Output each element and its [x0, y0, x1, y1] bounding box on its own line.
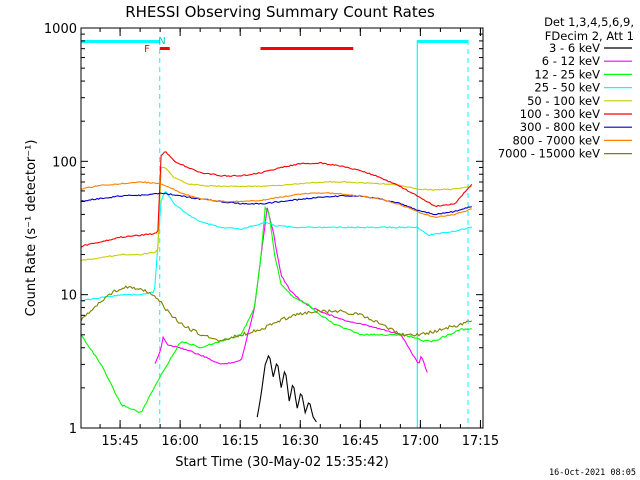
x-tick-label-15-45: 15:45	[101, 434, 138, 449]
x-axis-label: Start Time (30-May-02 15:35:42)	[175, 455, 389, 470]
x-tick-label-17-00: 17:00	[402, 434, 439, 449]
legend-label-25-50-kev: 25 - 50 keV	[534, 81, 600, 95]
legend-label-7000-15000-kev: 7000 - 15000 keV	[498, 147, 600, 161]
legend-label-800-7000-kev: 800 - 7000 keV	[512, 133, 600, 147]
flag-n-label: N	[158, 36, 165, 47]
generation-timestamp: 16-Oct-2021 08:05	[549, 468, 636, 478]
legend-header-line-2: FDecim 2, Att 1	[545, 29, 634, 43]
y-tick-label-1000: 1000	[44, 22, 77, 37]
y-tick-label-1: 1	[69, 422, 77, 437]
series-line-7000-15000-kev	[80, 285, 473, 343]
series-line-800-7000-kev	[80, 181, 472, 218]
series-line-25-50-kev	[80, 191, 473, 302]
x-tick-label-16-30: 16:30	[282, 434, 319, 449]
legend-label-100-300-kev: 100 - 300 keV	[520, 107, 600, 121]
x-tick-label-16-00: 16:00	[161, 434, 198, 449]
legend: Det 1,3,4,5,6,9, FDecim 2, Att 1 3 - 6 k…	[498, 15, 634, 161]
legend-label-12-25-kev: 12 - 25 keV	[534, 67, 600, 81]
flag-f-label: F	[144, 44, 150, 55]
series-line-100-300-kev	[80, 151, 473, 248]
x-tick-label-16-45: 16:45	[342, 434, 379, 449]
series-line-50-100-kev	[80, 166, 473, 261]
legend-header-line-1: Det 1,3,4,5,6,9,	[544, 15, 634, 29]
series-line-300-800-kev	[80, 192, 472, 216]
chart-title: RHESSI Observing Summary Count Rates	[125, 3, 435, 21]
y-tick-label-100: 100	[52, 155, 77, 170]
legend-label-50-100-kev: 50 - 100 keV	[527, 94, 600, 108]
legend-label-300-800-kev: 300 - 800 keV	[520, 120, 600, 134]
legend-label-6-12-kev: 6 - 12 keV	[542, 54, 600, 68]
legend-label-3-6-kev: 3 - 6 keV	[549, 41, 600, 55]
x-tick-label-16-15: 16:15	[221, 434, 258, 449]
series-line-6-12-kev	[154, 207, 428, 373]
series-line-12-25-kev	[80, 205, 472, 414]
y-axis-label: Count Rate (s⁻¹ detector⁻¹)	[24, 140, 39, 317]
plot-frame	[80, 27, 484, 429]
series-line-3-6-kev	[256, 354, 317, 423]
y-tick-label-10: 10	[60, 289, 77, 304]
x-tick-label-17-15: 17:15	[462, 434, 499, 449]
